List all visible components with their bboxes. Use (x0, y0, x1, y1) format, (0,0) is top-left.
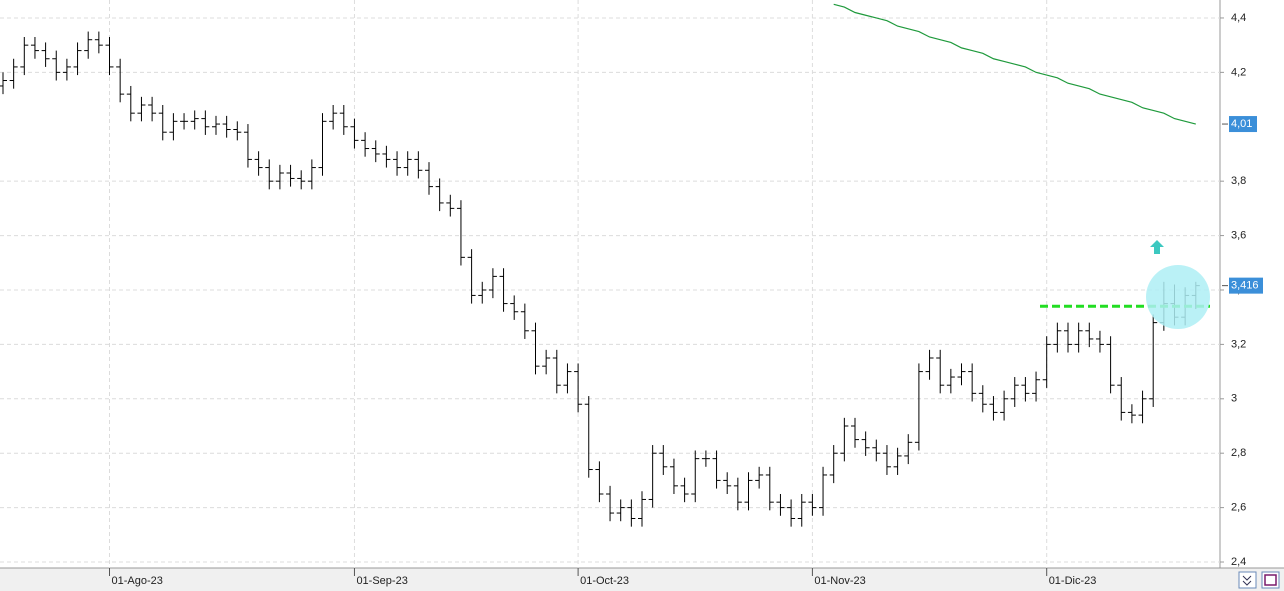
scale-icon (1242, 575, 1252, 586)
save-button[interactable] (1261, 571, 1280, 589)
plot-area (0, 3, 1200, 527)
y-tick-label: 2,6 (1231, 502, 1246, 514)
moving-average-line (833, 3, 1196, 125)
y-tick-label: 4,2 (1231, 66, 1246, 78)
x-tick-label: 01-Dic-23 (1049, 575, 1097, 587)
y-tick-label: 3,2 (1231, 338, 1246, 350)
up-arrow (1150, 240, 1164, 254)
last-value-label: 4,01 (1231, 118, 1252, 130)
highlight-circle (1146, 265, 1210, 329)
last-value-box (1229, 277, 1263, 294)
y-tick-label: 2,4 (1231, 556, 1246, 568)
x-tick-label: 01-Nov-23 (814, 575, 865, 587)
y-tick-label: 3,6 (1231, 229, 1246, 241)
y-tick-label: 3,8 (1231, 175, 1246, 187)
toolbar (1238, 571, 1280, 589)
save-icon (1264, 574, 1277, 586)
y-tick-label: 2,8 (1231, 447, 1246, 459)
y-tick-label: 4,4 (1231, 12, 1246, 24)
y-tick-label: 3 (1231, 393, 1237, 405)
x-tick-label: 01-Sep-23 (356, 575, 407, 587)
x-axis-bar (0, 568, 1284, 591)
last-value-box (1229, 116, 1257, 133)
last-value-label: 3,416 (1231, 280, 1259, 292)
x-tick-label: 01-Ago-23 (112, 575, 163, 587)
x-tick-label: 01-Oct-23 (580, 575, 629, 587)
